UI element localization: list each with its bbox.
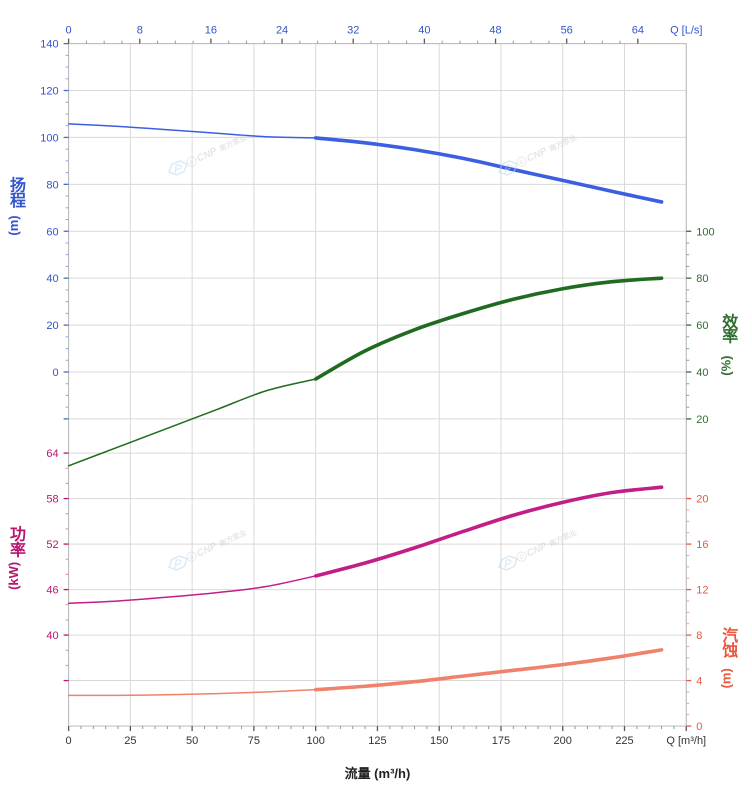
svg-text:100: 100 (40, 132, 58, 144)
svg-text:52: 52 (46, 539, 58, 551)
svg-text:64: 64 (632, 25, 644, 37)
svg-text:0: 0 (52, 367, 58, 379)
svg-text:0: 0 (66, 735, 72, 747)
svg-text:16: 16 (696, 539, 708, 551)
svg-text:56: 56 (561, 25, 573, 37)
svg-text:Q [L/s]: Q [L/s] (670, 25, 702, 37)
svg-text:32: 32 (347, 25, 359, 37)
svg-text:0: 0 (696, 721, 702, 733)
svg-text:16: 16 (205, 25, 217, 37)
svg-text:75: 75 (248, 735, 260, 747)
svg-text:程: 程 (10, 192, 26, 210)
svg-text:率: 率 (10, 541, 26, 560)
svg-text:60: 60 (696, 320, 708, 332)
svg-text:120: 120 (40, 86, 58, 98)
svg-text:Q [m³/h]: Q [m³/h] (666, 735, 706, 747)
svg-text:60: 60 (46, 226, 58, 238)
svg-text:40: 40 (46, 630, 58, 642)
svg-text:汽: 汽 (722, 626, 738, 645)
svg-text:24: 24 (276, 25, 288, 37)
svg-text:8: 8 (696, 630, 702, 642)
svg-text:12: 12 (696, 585, 708, 597)
svg-text:40: 40 (418, 25, 430, 37)
svg-text:(m): (m) (6, 215, 21, 235)
svg-text:140: 140 (40, 39, 58, 51)
svg-text:功: 功 (10, 526, 26, 544)
svg-text:225: 225 (615, 735, 633, 747)
svg-text:50: 50 (186, 735, 198, 747)
svg-text:64: 64 (46, 448, 58, 460)
svg-text:150: 150 (430, 735, 448, 747)
svg-text:20: 20 (696, 494, 708, 506)
svg-text:175: 175 (492, 735, 510, 747)
svg-text:(m): (m) (718, 668, 733, 688)
svg-text:100: 100 (306, 735, 324, 747)
svg-text:蚀: 蚀 (721, 641, 738, 660)
svg-text:48: 48 (489, 25, 501, 37)
svg-text:20: 20 (46, 320, 58, 332)
svg-text:流量 (m³/h): 流量 (m³/h) (345, 766, 411, 781)
svg-text:4: 4 (696, 676, 702, 688)
svg-text:125: 125 (368, 735, 386, 747)
svg-text:20: 20 (696, 414, 708, 426)
svg-text:40: 40 (46, 273, 58, 285)
svg-text:扬: 扬 (10, 176, 26, 195)
svg-text:40: 40 (696, 367, 708, 379)
svg-text:8: 8 (137, 25, 143, 37)
svg-text:58: 58 (46, 494, 58, 506)
svg-text:(kW): (kW) (6, 562, 21, 590)
svg-text:200: 200 (554, 735, 572, 747)
svg-text:100: 100 (696, 226, 714, 238)
svg-text:80: 80 (696, 273, 708, 285)
svg-text:0: 0 (66, 25, 72, 37)
svg-text:80: 80 (46, 179, 58, 191)
svg-text:(%): (%) (718, 355, 733, 375)
svg-text:25: 25 (124, 735, 136, 747)
svg-text:率: 率 (722, 327, 738, 346)
svg-text:46: 46 (46, 585, 58, 597)
